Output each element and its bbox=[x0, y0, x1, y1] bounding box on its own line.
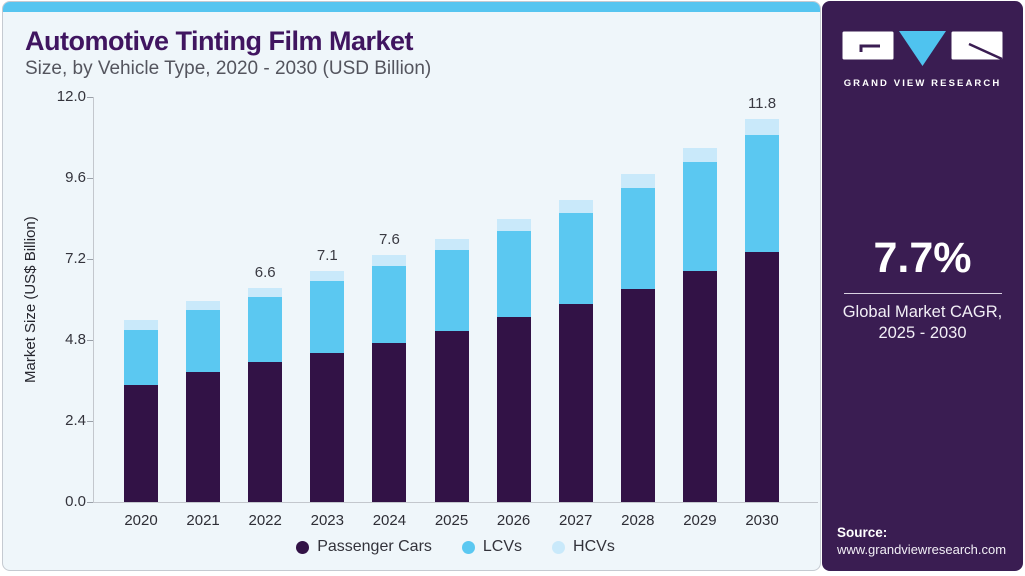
bar-2025-lcvs bbox=[434, 250, 469, 332]
bar-total-label-2024: 7.6 bbox=[378, 231, 400, 248]
bar-total-label-2022: 6.6 bbox=[254, 263, 276, 281]
x-tick-label: 2023 bbox=[310, 512, 344, 529]
x-tick-label: 2022 bbox=[248, 512, 282, 529]
y-tick-label: 0.0 bbox=[65, 493, 86, 510]
gvr-logo-wordmark: GRAND VIEW RESEARCH bbox=[843, 78, 1002, 89]
x-axis-line bbox=[93, 502, 818, 503]
x-tick-label: 2020 bbox=[124, 512, 158, 529]
y-tick-label: 9.6 bbox=[65, 169, 86, 186]
legend-item-hcvs: HCVs bbox=[552, 538, 615, 556]
brand-sidebar: GRAND VIEW RESEARCH 7.7% Global Market C… bbox=[822, 1, 1023, 571]
x-tick-label: 2021 bbox=[186, 512, 220, 529]
x-tick-label: 2027 bbox=[559, 512, 593, 529]
source-url: www.grandviewresearch.com bbox=[837, 542, 1007, 557]
y-tick-mark bbox=[87, 259, 93, 260]
page-subtitle: Size, by Vehicle Type, 2020 - 2030 (USD … bbox=[25, 58, 432, 79]
bar-total-label-2030: 11.8 bbox=[747, 94, 777, 112]
legend-label-lcvs: LCVs bbox=[482, 538, 523, 555]
cagr-block: 7.7% Global Market CAGR, 2025 - 2030 bbox=[822, 234, 1023, 344]
bar-2025-passenger_cars bbox=[434, 331, 469, 502]
y-axis-title: Market Size (US$ Billion) bbox=[22, 216, 39, 383]
bar-2022-passenger_cars bbox=[248, 362, 283, 502]
legend-item-passenger_cars: Passenger Cars bbox=[296, 538, 432, 556]
bar-2024-hcvs bbox=[372, 255, 407, 267]
bar-2020-lcvs bbox=[124, 329, 158, 385]
y-tick-mark bbox=[87, 421, 93, 422]
gvr-logo-icon bbox=[842, 31, 1003, 66]
bar-2024-lcvs bbox=[372, 266, 407, 343]
bar-2023-lcvs bbox=[310, 281, 345, 353]
x-tick-label: 2028 bbox=[621, 512, 655, 529]
y-tick-label: 7.2 bbox=[65, 250, 86, 267]
source-block: Source: www.grandviewresearch.com bbox=[837, 525, 1006, 557]
legend-dot-lcvs bbox=[461, 540, 475, 554]
x-tick-label: 2029 bbox=[683, 512, 717, 529]
bar-2029-hcvs bbox=[682, 147, 717, 163]
bar-2023-passenger_cars bbox=[310, 352, 345, 502]
bar-2030-lcvs bbox=[745, 134, 779, 252]
legend-label-passenger_cars: Passenger Cars bbox=[317, 538, 432, 555]
bar-2025-hcvs bbox=[434, 238, 469, 251]
legend-item-lcvs: LCVs bbox=[461, 538, 523, 556]
cagr-caption-line1: Global Market CAGR, bbox=[842, 303, 1003, 321]
y-tick-label: 4.8 bbox=[65, 331, 86, 348]
bar-2027-lcvs bbox=[558, 212, 593, 304]
card-top-accent-bar bbox=[3, 2, 820, 12]
cagr-value: 7.7% bbox=[873, 234, 972, 282]
legend-dot-hcvs bbox=[552, 540, 566, 554]
source-label: Source: bbox=[837, 525, 888, 540]
gvr-logo: GRAND VIEW RESEARCH bbox=[822, 31, 1023, 89]
x-tick-label: 2026 bbox=[496, 512, 531, 529]
legend-dot-passenger_cars bbox=[296, 540, 310, 554]
y-tick-mark bbox=[87, 178, 93, 179]
bar-2023-hcvs bbox=[310, 271, 345, 281]
y-tick-label: 2.4 bbox=[65, 412, 86, 429]
y-tick-mark bbox=[87, 502, 93, 503]
bar-2021-passenger_cars bbox=[186, 372, 221, 502]
x-tick-label: 2030 bbox=[745, 512, 779, 529]
bar-2030-passenger_cars bbox=[745, 251, 779, 502]
cagr-caption-line2: 2025 - 2030 bbox=[878, 324, 967, 343]
bar-2028-lcvs bbox=[620, 188, 655, 290]
page-title: Automotive Tinting Film Market bbox=[25, 26, 414, 56]
x-tick-label: 2025 bbox=[434, 512, 469, 529]
bar-2029-lcvs bbox=[682, 162, 717, 272]
bar-2026-hcvs bbox=[496, 219, 531, 231]
bar-2022-hcvs bbox=[248, 287, 283, 298]
bar-2029-passenger_cars bbox=[682, 271, 717, 502]
bar-2020-passenger_cars bbox=[124, 385, 158, 502]
cagr-divider bbox=[843, 293, 1002, 294]
y-tick-mark bbox=[87, 340, 93, 341]
x-tick-label: 2024 bbox=[372, 512, 407, 529]
y-axis-line bbox=[93, 97, 94, 502]
bar-2021-lcvs bbox=[186, 310, 221, 372]
bar-2026-passenger_cars bbox=[496, 316, 531, 502]
bar-2027-hcvs bbox=[558, 199, 593, 213]
legend-label-hcvs: HCVs bbox=[573, 538, 615, 555]
y-tick-mark bbox=[87, 97, 93, 98]
bar-2022-lcvs bbox=[248, 297, 283, 363]
bar-2026-lcvs bbox=[496, 230, 531, 317]
bar-total-label-2023: 7.1 bbox=[316, 247, 338, 265]
bar-2021-hcvs bbox=[186, 300, 221, 311]
bar-2027-passenger_cars bbox=[558, 303, 593, 502]
bar-2030-hcvs bbox=[745, 118, 779, 135]
bar-2028-passenger_cars bbox=[620, 289, 655, 502]
bar-2028-hcvs bbox=[620, 173, 655, 189]
y-tick-label: 12.0 bbox=[56, 88, 86, 105]
chart-legend: Passenger Cars LCVs HCVs bbox=[93, 538, 818, 556]
bar-2024-passenger_cars bbox=[372, 342, 407, 502]
bar-2020-hcvs bbox=[124, 320, 158, 330]
